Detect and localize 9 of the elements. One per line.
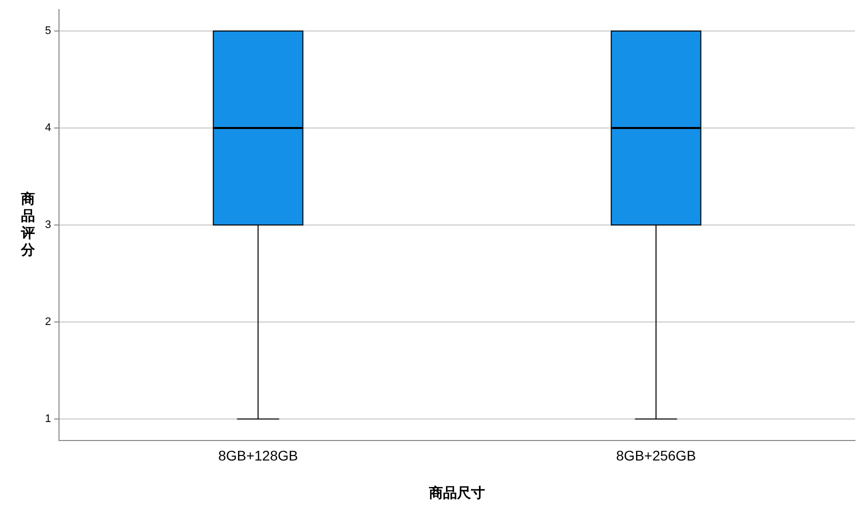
y-tick-label: 5	[44, 24, 52, 37]
y-tick-label: 4	[44, 122, 52, 134]
y-tick-label: 1	[44, 413, 52, 426]
x-tick-label: 8GB+128GB	[218, 448, 298, 464]
y-tick-label: 2	[44, 316, 52, 328]
y-axis-title: 商品评分	[20, 190, 36, 258]
y-tick-label: 3	[44, 219, 52, 232]
x-tick-label: 8GB+256GB	[616, 448, 696, 464]
x-axis-title: 商品尺寸	[428, 484, 486, 500]
